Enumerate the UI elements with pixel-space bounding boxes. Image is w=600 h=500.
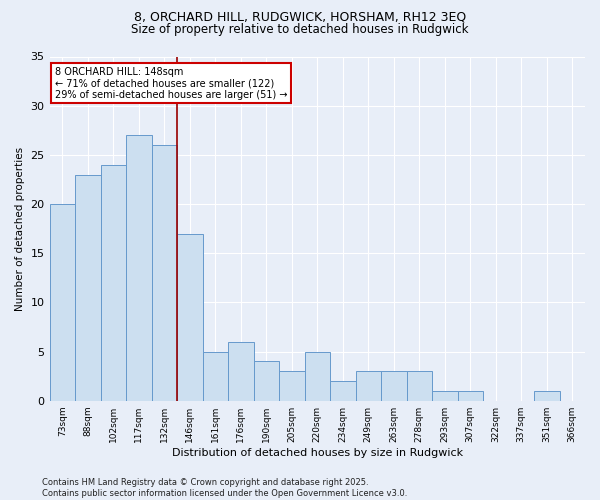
Bar <box>254 362 279 401</box>
Bar <box>534 391 560 400</box>
Bar <box>203 352 228 401</box>
Text: 8 ORCHARD HILL: 148sqm
← 71% of detached houses are smaller (122)
29% of semi-de: 8 ORCHARD HILL: 148sqm ← 71% of detached… <box>55 67 287 100</box>
Bar <box>75 174 101 400</box>
Bar <box>432 391 458 400</box>
Bar <box>177 234 203 400</box>
Bar <box>50 204 75 400</box>
Bar <box>407 371 432 400</box>
Bar <box>381 371 407 400</box>
Bar <box>279 371 305 400</box>
Text: Size of property relative to detached houses in Rudgwick: Size of property relative to detached ho… <box>131 22 469 36</box>
X-axis label: Distribution of detached houses by size in Rudgwick: Distribution of detached houses by size … <box>172 448 463 458</box>
Bar <box>228 342 254 400</box>
Text: Contains HM Land Registry data © Crown copyright and database right 2025.
Contai: Contains HM Land Registry data © Crown c… <box>42 478 407 498</box>
Bar <box>101 164 126 400</box>
Bar <box>356 371 381 400</box>
Bar <box>152 145 177 401</box>
Bar <box>330 381 356 400</box>
Bar <box>126 135 152 400</box>
Text: 8, ORCHARD HILL, RUDGWICK, HORSHAM, RH12 3EQ: 8, ORCHARD HILL, RUDGWICK, HORSHAM, RH12… <box>134 10 466 23</box>
Y-axis label: Number of detached properties: Number of detached properties <box>15 146 25 310</box>
Bar <box>305 352 330 401</box>
Bar <box>458 391 483 400</box>
